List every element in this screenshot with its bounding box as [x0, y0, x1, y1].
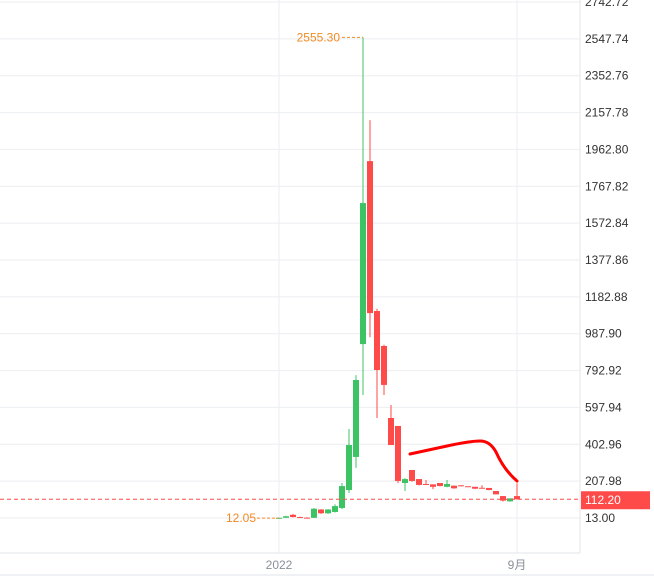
candle	[381, 344, 387, 395]
candle	[451, 485, 457, 489]
candle-body	[514, 496, 520, 500]
candle-body	[311, 508, 317, 518]
y-tick-label: 1767.82	[585, 179, 629, 193]
candle	[346, 428, 352, 494]
candle-body	[465, 486, 471, 488]
candle-body	[430, 484, 436, 487]
last-price-tag: 112.20	[581, 491, 650, 510]
candle-body	[381, 345, 387, 385]
candle	[325, 509, 331, 514]
candle-body	[304, 517, 310, 519]
x-axis[interactable]: 2022 9月	[266, 558, 527, 572]
candle-body	[332, 506, 338, 512]
y-tick-label: 792.92	[585, 364, 622, 378]
candle-body	[339, 486, 345, 508]
candle-body	[458, 485, 464, 487]
candle-body	[297, 517, 303, 519]
y-axis[interactable]: 2742.72 2547.74 2352.76 2157.78 1962.80 1767.…	[585, 0, 629, 525]
candle	[409, 469, 415, 482]
y-tick-label: 2157.78	[585, 106, 629, 120]
candle	[290, 514, 296, 518]
drawn-annotation-curve	[408, 439, 519, 483]
y-tick-label: 1377.86	[585, 253, 629, 267]
candle	[514, 483, 520, 500]
candle-body	[318, 509, 324, 514]
candle	[493, 490, 499, 495]
x-tick-label: 9月	[508, 558, 527, 572]
candles	[276, 37, 520, 519]
candle	[486, 487, 492, 491]
candle	[367, 120, 373, 338]
y-tick-label: 2352.76	[585, 69, 629, 83]
candle-body	[374, 311, 380, 370]
candle-body	[444, 483, 450, 487]
candle-body	[486, 487, 492, 491]
y-tick-label: 402.96	[585, 437, 622, 451]
candle	[500, 496, 506, 502]
candle	[297, 516, 303, 519]
y-tick-label: 207.98	[585, 474, 622, 488]
candle	[318, 509, 324, 514]
candle-body	[353, 380, 359, 457]
candle-body	[507, 498, 513, 502]
candle-body	[416, 479, 422, 485]
min-marker: 12.05	[226, 511, 279, 525]
candle-body	[290, 514, 296, 518]
candle	[479, 485, 485, 489]
candle-body	[437, 483, 443, 487]
candle	[416, 479, 422, 486]
candle	[507, 498, 513, 502]
candle-body	[325, 509, 331, 514]
max-label: 2555.30	[297, 30, 341, 44]
candle	[437, 483, 443, 487]
candle-body	[500, 496, 506, 501]
candle-body	[346, 445, 352, 491]
candle-body	[423, 483, 429, 485]
candle	[395, 425, 401, 484]
candle-body	[472, 486, 478, 489]
y-tick-label: 2742.72	[585, 0, 629, 9]
max-marker: 2555.30	[297, 30, 363, 44]
candle-body	[409, 469, 415, 481]
candle-body	[479, 487, 485, 489]
y-tick-label: 13.00	[585, 511, 615, 525]
candle-body	[451, 485, 457, 489]
y-tick-label: 597.94	[585, 400, 622, 414]
y-tick-label: 1182.88	[585, 290, 628, 304]
last-price-label: 112.20	[585, 493, 621, 507]
x-tick-label: 2022	[266, 558, 293, 572]
candle	[339, 483, 345, 510]
candle	[360, 37, 366, 395]
candle-body	[402, 479, 408, 484]
candle	[465, 486, 471, 488]
candle	[374, 308, 380, 419]
candle	[402, 478, 408, 491]
candle	[472, 486, 478, 490]
candle	[458, 485, 464, 487]
candle	[353, 375, 359, 468]
y-tick-label: 1962.80	[585, 142, 629, 156]
candle	[388, 404, 394, 446]
candle	[423, 480, 429, 485]
candle	[444, 480, 450, 488]
candle-body	[493, 490, 499, 495]
y-tick-label: 1572.84	[585, 216, 629, 230]
y-tick-label: 2547.74	[585, 32, 629, 46]
candle-body	[283, 516, 289, 518]
candle-body	[367, 161, 373, 314]
candle	[332, 504, 338, 513]
candle-body	[360, 203, 366, 345]
candle	[311, 507, 317, 518]
candle-body	[388, 418, 394, 446]
candle	[304, 517, 310, 519]
min-label: 12.05	[226, 511, 256, 525]
y-tick-label: 987.90	[585, 327, 622, 341]
candle-body	[395, 425, 401, 481]
candle	[283, 515, 289, 518]
candle	[430, 484, 436, 490]
